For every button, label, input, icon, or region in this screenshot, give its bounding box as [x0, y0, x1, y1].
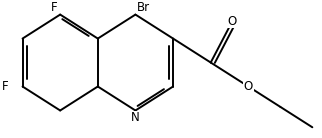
Text: F: F — [2, 80, 8, 93]
Text: F: F — [51, 1, 57, 14]
Text: O: O — [244, 80, 253, 93]
Text: N: N — [131, 111, 140, 124]
Text: O: O — [228, 14, 237, 27]
Text: Br: Br — [137, 1, 150, 14]
